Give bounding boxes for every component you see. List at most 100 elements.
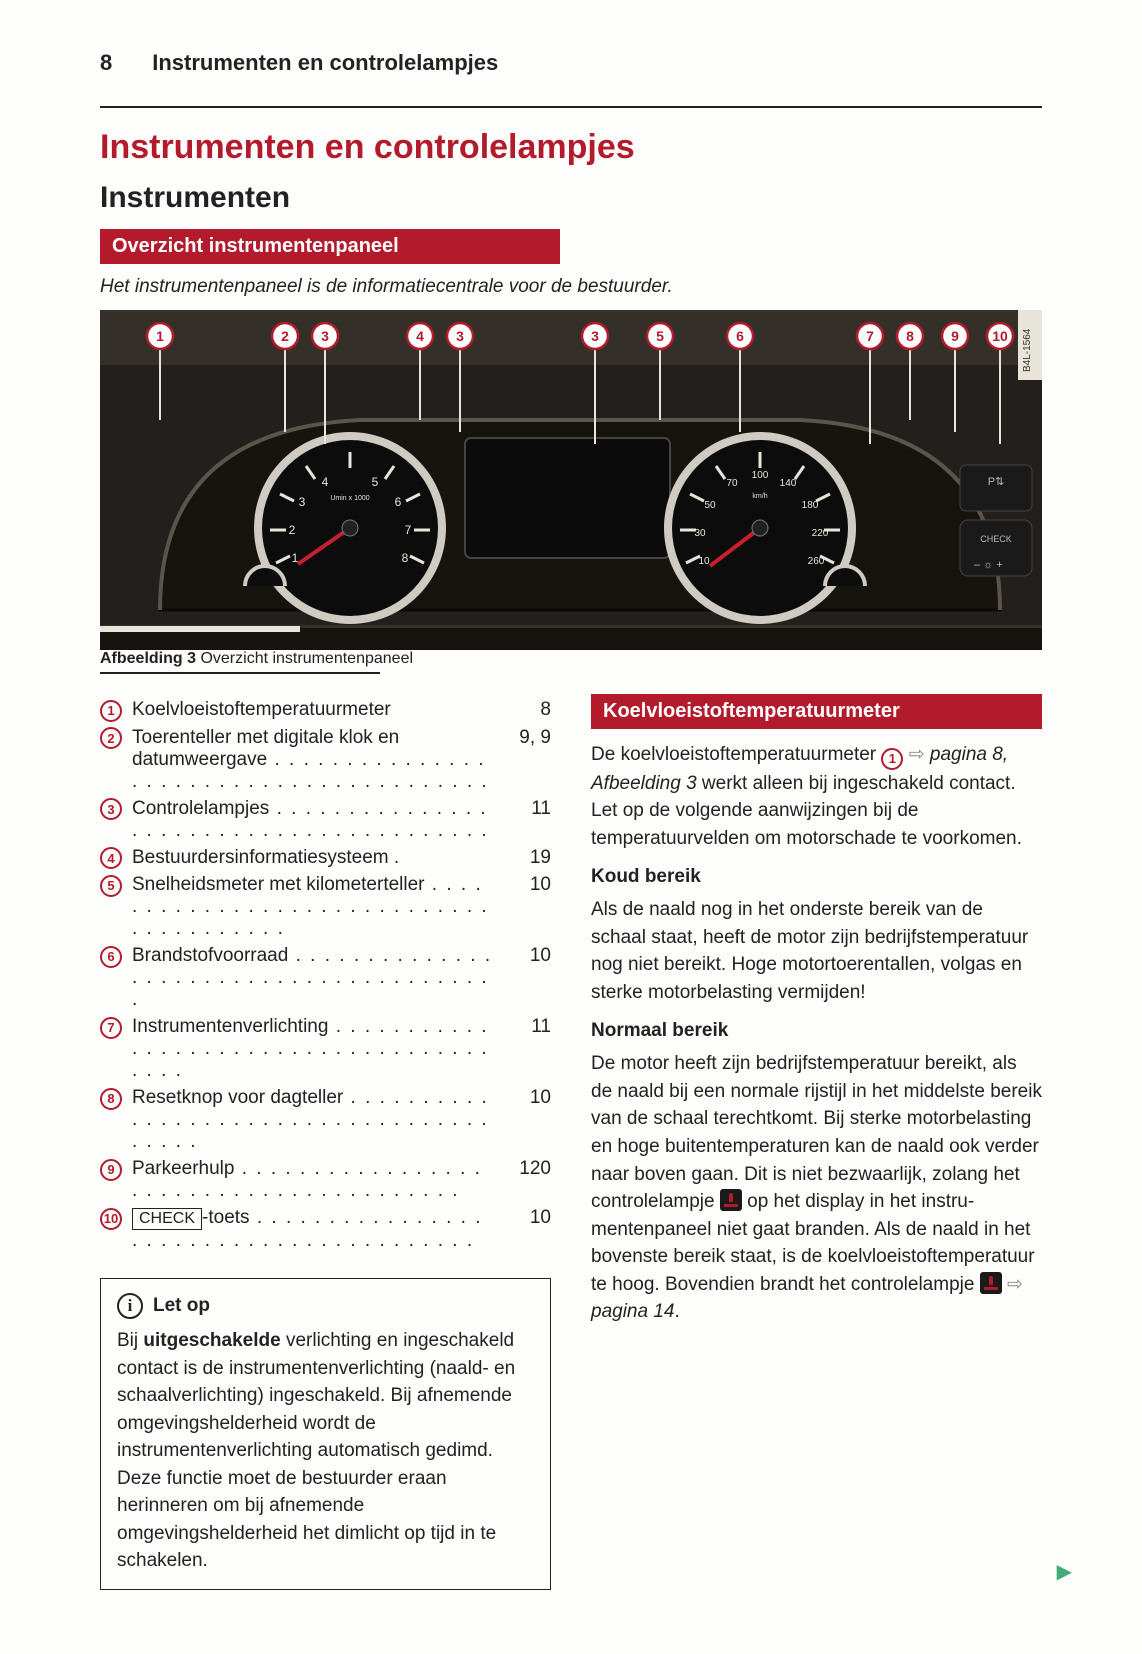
svg-text:6: 6 [395,495,402,509]
legend-label: Instrumentenverlichting [132,1016,501,1082]
svg-text:10: 10 [992,328,1008,344]
check-key: CHECK [132,1208,202,1230]
svg-text:– ☼ +: – ☼ + [974,559,1003,571]
header-rule [100,106,1042,108]
content-columns: 1Koelvloeistoftemperatuurmeter82Toerente… [100,694,1042,1590]
legend-page: 11 [501,798,551,820]
right-column: Koelvloeistoftemperatuurmeter De koelvlo… [591,694,1042,1590]
page-number: 8 [100,50,112,76]
subhead-normaal: Normaal bereik [591,1020,1042,1042]
info-icon: i [117,1293,143,1319]
legend-number: 8 [100,1087,132,1110]
instrument-panel-svg: 1 2 3 4 5 6 7 8 Umin x 1000 [100,310,1042,650]
callout-ref-1: 1 [881,748,903,770]
legend-page: 10 [501,1087,551,1109]
note-body: Bij uitgeschakelde verlichting en ingesc… [117,1327,534,1575]
svg-text:2: 2 [289,523,296,537]
legend-page: 8 [501,699,551,721]
svg-text:km/h: km/h [752,493,767,500]
callout-circle: 7 [100,1017,122,1039]
legend-number: 9 [100,1158,132,1181]
legend-number: 10 [100,1207,132,1230]
legend-page: 10 [501,1207,551,1229]
svg-text:220: 220 [812,528,829,539]
subsection-bar-right: Koelvloeistoftemperatuurmeter [591,694,1042,729]
svg-text:30: 30 [694,528,706,539]
legend-number: 3 [100,798,132,821]
see-arrow-icon: ⇨ [1007,1274,1023,1295]
callout-circle: 4 [100,847,122,869]
legend-page: 10 [501,874,551,896]
callout-circle: 1 [100,700,122,722]
svg-text:5: 5 [656,328,664,344]
coolant-warning-icon [980,1272,1002,1294]
legend-row: 10CHECK-toets10 [100,1207,551,1252]
svg-text:CHECK: CHECK [980,534,1012,544]
note-heading: i Let op [117,1293,534,1319]
legend-row: 3 Controlelampjes11 [100,798,551,842]
legend-number: 4 [100,847,132,870]
legend-page: 10 [501,945,551,967]
legend-label: Snelheidsmeter met kilometer­teller [132,874,501,940]
legend-row: 1 Koelvloeistoftemperatuurmeter8 [100,699,551,722]
svg-text:Umin x 1000: Umin x 1000 [330,495,369,502]
legend-row: 2Toerenteller met digitale klok en datum… [100,727,551,793]
legend-row: 9 Parkeerhulp120 [100,1158,551,1202]
svg-text:10: 10 [698,556,710,567]
legend-row: 8 Resetknop voor dagteller10 [100,1087,551,1153]
note-box: i Let op Bij uitgeschakelde verlichting … [100,1278,551,1590]
right-p1: De koelvloeistoftemperatuurmeter 1 ⇨ pag… [591,741,1042,852]
legend-number: 2 [100,727,132,750]
continued-arrow-icon: ▶ [1057,1559,1072,1584]
svg-text:140: 140 [780,478,797,489]
callout-circle: 5 [100,875,122,897]
callout-circle: 9 [100,1159,122,1181]
left-column: 1Koelvloeistoftemperatuurmeter82Toerente… [100,694,551,1590]
svg-text:8: 8 [402,551,409,565]
legend-number: 1 [100,699,132,722]
callout-circle: 10 [100,1208,122,1230]
svg-text:180: 180 [802,500,819,511]
svg-text:50: 50 [704,500,716,511]
legend-label: Controlelampjes [132,798,501,842]
section-heading: Instrumenten [100,181,1042,215]
legend-label: Parkeerhulp [132,1158,501,1202]
svg-text:3: 3 [321,328,329,344]
svg-text:4: 4 [322,475,329,489]
chapter-heading: Instrumenten en controlelampjes [100,128,1042,167]
coolant-warning-icon [720,1189,742,1211]
legend-label: CHECK-toets [132,1207,501,1252]
figure-caption: Afbeelding 3 Overzicht instrumentenpanee… [100,650,1042,668]
legend-row: 7 Instrumentenverlichting11 [100,1016,551,1082]
legend-page: 19 [501,847,551,869]
svg-text:260: 260 [808,556,825,567]
legend-label: Resetknop voor dagteller [132,1087,501,1153]
lead-sentence: Het instrumentenpaneel is de informatiec… [100,276,1042,298]
callout-circle: 2 [100,727,122,749]
svg-text:7: 7 [866,328,874,344]
legend-label: Koelvloeistoftemperatuurmeter [132,699,501,721]
svg-text:5: 5 [372,475,379,489]
callout-circle: 6 [100,946,122,968]
running-header: 8 Instrumenten en controlelampjes [100,50,1042,76]
see-arrow-icon: ⇨ [909,744,930,765]
svg-text:3: 3 [591,328,599,344]
legend-page: 11 [501,1016,551,1038]
callout-circle: 3 [100,798,122,820]
legend-page: 120 [501,1158,551,1180]
para-koud: Als de naald nog in het onderste bereik … [591,896,1042,1006]
callout-circle: 8 [100,1088,122,1110]
svg-text:9: 9 [951,328,959,344]
legend-number: 6 [100,945,132,968]
caption-rule [100,672,380,674]
page-reference: pagina 14 [591,1301,674,1322]
legend-number: 7 [100,1016,132,1039]
figure-code: B4L-1564 [1022,328,1033,372]
legend-label: Bestuurdersinformatiesysteem . [132,847,501,869]
figure-legend-list: 1Koelvloeistoftemperatuurmeter82Toerente… [100,699,551,1252]
figure-caption-bold: Afbeelding 3 [100,650,196,667]
legend-row: 6Brandstofvoorraad10 [100,945,551,1011]
legend-row: 5 Snelheidsmeter met kilometer­teller10 [100,874,551,940]
svg-text:4: 4 [416,328,424,344]
document-page: 8 Instrumenten en controlelampjes Instru… [0,0,1142,1654]
